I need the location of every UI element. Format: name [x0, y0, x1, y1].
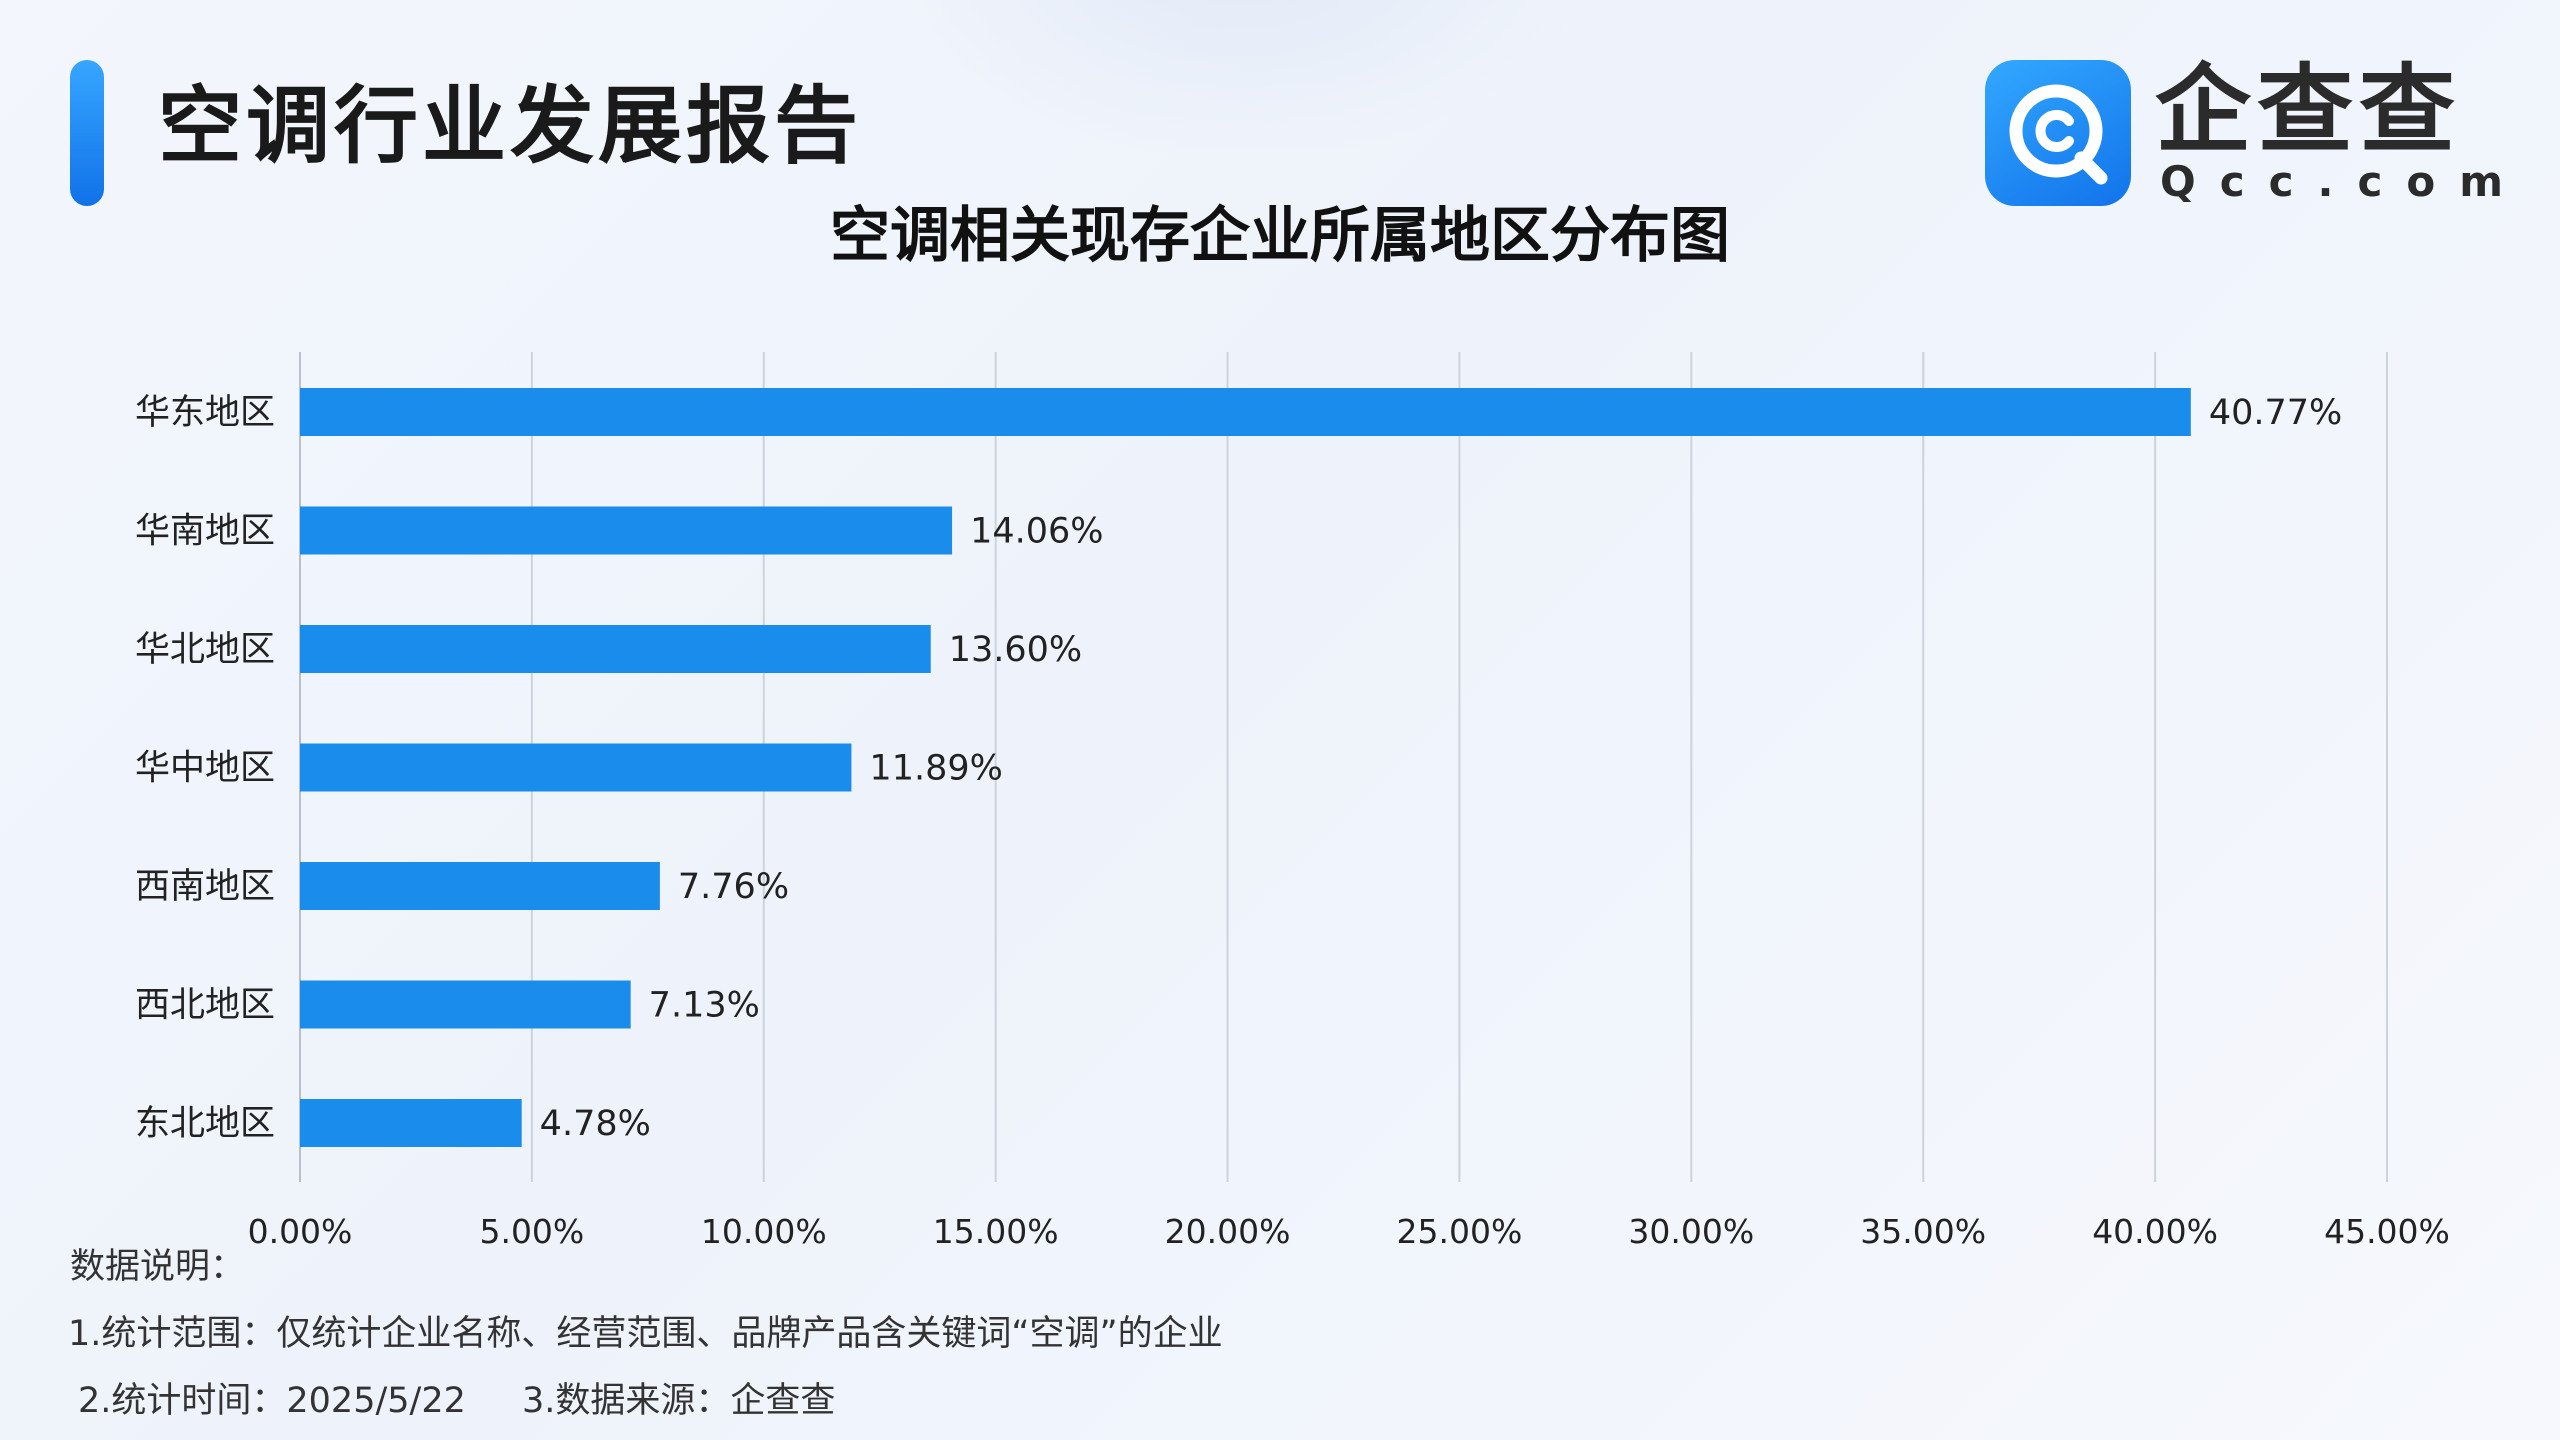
bar: [300, 625, 931, 673]
x-tick-label: 30.00%: [1628, 1212, 1754, 1251]
data-label: 11.89%: [869, 749, 1002, 789]
logo-name: 企查查: [2155, 54, 2461, 166]
category-label: 华中地区: [135, 749, 275, 789]
data-label: 7.13%: [649, 986, 760, 1026]
x-tick-label: 10.00%: [701, 1212, 827, 1251]
bar: [300, 1099, 522, 1147]
x-tick-label: 15.00%: [933, 1212, 1059, 1251]
data-label: 14.06%: [970, 512, 1103, 552]
bar: [300, 862, 660, 910]
footer-scope: 1.统计范围：仅统计企业名称、经营范围、品牌产品含关键词“空调”的企业: [68, 1314, 1223, 1354]
x-tick-label: 40.00%: [2092, 1212, 2218, 1251]
category-label: 西北地区: [135, 986, 275, 1026]
footer-source: 3.数据来源：企查查: [522, 1381, 836, 1421]
logo-domain: Qcc.com: [2160, 157, 2527, 206]
title-accent-bar: [70, 60, 104, 206]
bar: [300, 980, 631, 1029]
chart-title: 空调相关现存企业所属地区分布图: [830, 201, 1730, 271]
bar: [300, 388, 2191, 436]
category-label: 华南地区: [135, 512, 275, 552]
data-label: 4.78%: [540, 1104, 651, 1144]
x-tick-label: 5.00%: [479, 1212, 584, 1251]
data-label: 40.77%: [2209, 393, 2342, 433]
category-label: 华东地区: [135, 393, 275, 433]
report-title: 空调行业发展报告: [158, 77, 863, 175]
qcc-logo-icon: [1985, 60, 2131, 206]
x-tick-label: 20.00%: [1165, 1212, 1291, 1251]
x-tick-label: 25.00%: [1397, 1212, 1523, 1251]
category-label: 西南地区: [135, 867, 275, 907]
bar: [300, 506, 953, 555]
footer-date: 2.统计时间：2025/5/22: [78, 1381, 466, 1421]
data-label: 13.60%: [949, 630, 1082, 670]
bar-chart: 0.00% 5.00% 10.00% 15.00% 20.00% 25.00% 30.00%…: [135, 352, 2450, 1251]
category-label: 华北地区: [135, 630, 275, 670]
data-label: 7.76%: [678, 867, 789, 907]
x-tick-label: 0.00%: [248, 1212, 353, 1251]
category-label: 东北地区: [135, 1104, 275, 1144]
x-tick-label: 35.00%: [1860, 1212, 1986, 1251]
x-tick-label: 45.00%: [2324, 1212, 2450, 1251]
footer-heading: 数据说明：: [70, 1247, 246, 1287]
bar: [300, 743, 852, 792]
